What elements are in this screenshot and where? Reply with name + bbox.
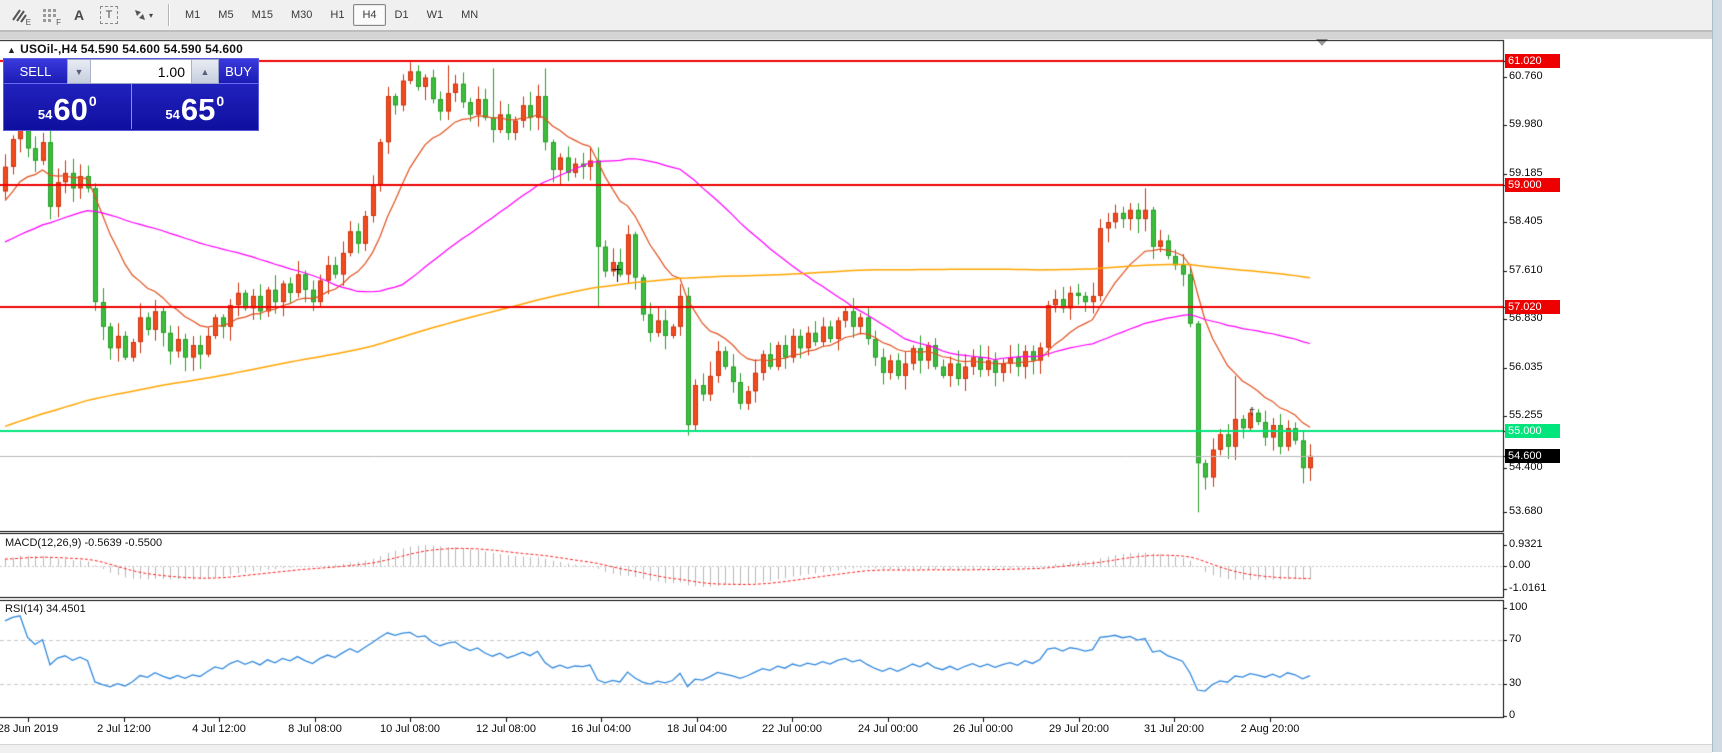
time-label: 29 Jul 20:00 [1049, 723, 1109, 735]
price-badge: 57.020 [1505, 300, 1560, 314]
symbol-ohlc-text: USOil-,H4 54.590 54.600 54.590 54.600 [20, 42, 243, 56]
volume-increase-button[interactable]: ▲ [191, 60, 218, 83]
price-tick: 60.760 [1509, 70, 1543, 82]
one-click-trading-panel: SELL ▼ 1.00 ▲ BUY 54 60 0 54 65 0 [3, 58, 259, 131]
sell-price[interactable]: 54 60 0 [4, 84, 132, 129]
time-label: 24 Jul 00:00 [858, 723, 918, 735]
time-label: 31 Jul 20:00 [1144, 723, 1204, 735]
macd-tick: 0.9321 [1509, 538, 1543, 550]
price-badge: 55.000 [1505, 424, 1560, 438]
price-badge: 54.600 [1505, 449, 1560, 463]
price-badge: 59.000 [1505, 178, 1560, 192]
buy-button[interactable]: BUY [219, 59, 258, 84]
buy-price[interactable]: 54 65 0 [132, 84, 259, 129]
rsi-indicator-label: RSI(14) 34.4501 [5, 603, 86, 615]
time-label: 4 Jul 12:00 [192, 723, 246, 735]
time-label: 28 Jun 2019 [0, 723, 59, 735]
rsi-tick: 70 [1509, 633, 1522, 645]
price-tick: 59.980 [1509, 118, 1543, 130]
price-tick: 53.680 [1509, 505, 1543, 517]
buy-price-sup: 0 [216, 93, 225, 109]
time-label: 8 Jul 08:00 [288, 723, 342, 735]
macd-indicator-label: MACD(12,26,9) -0.5639 -0.5500 [5, 537, 163, 549]
rsi-tick: 0 [1509, 709, 1516, 721]
time-label: 12 Jul 08:00 [476, 723, 536, 735]
macd-tick: -1.0161 [1509, 582, 1547, 594]
time-label: 16 Jul 04:00 [571, 723, 631, 735]
arrow-down-icon: ▼ [74, 66, 84, 77]
collapse-icon[interactable]: ▲ [7, 45, 17, 55]
time-label: 26 Jul 00:00 [953, 723, 1013, 735]
buy-price-main: 65 [180, 92, 216, 127]
sell-price-main: 60 [53, 92, 88, 127]
time-label: 2 Aug 20:00 [1240, 723, 1300, 735]
macd-tick: 0.00 [1509, 559, 1531, 571]
sell-price-sup: 0 [88, 93, 97, 109]
rsi-tick: 100 [1509, 601, 1528, 613]
window-bottom-edge [0, 744, 1712, 753]
price-tick: 55.255 [1509, 409, 1543, 421]
price-tick: 58.405 [1509, 215, 1543, 227]
volume-input[interactable]: 1.00 [157, 63, 185, 80]
price-tick: 54.400 [1509, 461, 1543, 473]
volume-decrease-button[interactable]: ▼ [68, 60, 91, 83]
time-label: 18 Jul 04:00 [667, 723, 727, 735]
price-tick: 56.830 [1509, 312, 1543, 324]
sell-price-prefix: 54 [37, 107, 53, 122]
time-label: 22 Jul 00:00 [762, 723, 822, 735]
volume-stepper: ▼ 1.00 ▲ [67, 59, 219, 84]
price-tick: 56.035 [1509, 361, 1543, 373]
symbol-header[interactable]: ▲ USOil-,H4 54.590 54.600 54.590 54.600 [7, 42, 243, 56]
buy-price-prefix: 54 [165, 107, 180, 122]
arrow-up-icon: ▲ [200, 66, 210, 77]
vertical-scrollbar[interactable] [1712, 0, 1722, 752]
price-tick: 57.610 [1509, 264, 1543, 276]
time-label: 2 Jul 12:00 [97, 723, 151, 735]
price-tick: 59.185 [1509, 167, 1543, 179]
rsi-tick: 30 [1509, 677, 1522, 689]
price-badge: 61.020 [1505, 54, 1560, 68]
time-label: 10 Jul 08:00 [380, 723, 440, 735]
sell-button[interactable]: SELL [4, 59, 67, 84]
